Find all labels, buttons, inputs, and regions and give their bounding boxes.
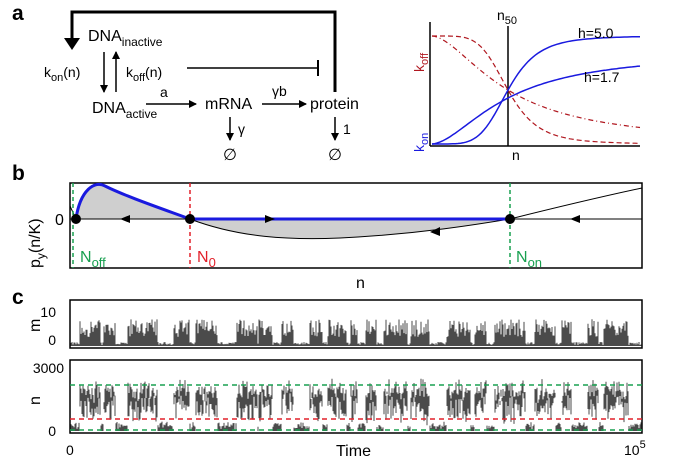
k-off-curve-h5 <box>432 35 640 144</box>
rate-gamma-b-label: γb <box>272 83 287 99</box>
panel-b-xlabel: n <box>356 275 365 292</box>
n-tick-0: 0 <box>48 423 56 439</box>
rate-gamma-label: γ <box>238 121 245 137</box>
panel-b-ylabel: py(n/K) <box>27 218 48 268</box>
panel-c: c 10 0 m 3000 0 n 0 105 Time <box>12 286 646 460</box>
fixed-point-off <box>71 214 81 224</box>
time-xlabel: Time <box>336 443 371 460</box>
k-on-curve-h17 <box>431 65 641 145</box>
k-off-axis-label: koff <box>411 52 431 72</box>
n-off-label: Noff <box>80 249 106 270</box>
mrna-plot-frame <box>69 299 643 349</box>
rate-a-label: a <box>160 84 168 100</box>
protein-trace <box>70 378 642 431</box>
panel-b: b 0 Noff N0 Non py(n/K) n <box>12 162 643 292</box>
rate-one-label: 1 <box>343 121 351 137</box>
k-on-label: kon(n) <box>44 64 80 84</box>
panel-b-frame <box>69 182 643 269</box>
k-on-axis-label: kon <box>411 133 431 152</box>
n-on-label: Non <box>516 249 542 270</box>
protein-null-symbol: ∅ <box>328 147 342 164</box>
n-zero-label: N0 <box>197 249 216 270</box>
k-off-label: koff(n) <box>126 64 162 84</box>
flow-arrow-left-2 <box>430 227 440 236</box>
n-tick-3000: 3000 <box>33 360 64 376</box>
region-negative-shade <box>190 219 510 239</box>
panel-c-letter: c <box>12 286 24 309</box>
feedback-activation-path <box>64 10 337 92</box>
deterministic-trajectory <box>74 183 510 221</box>
panel-b-zero-tick: 0 <box>55 212 64 229</box>
flow-arrow-left-1 <box>120 215 130 223</box>
h-high-label: h=5.0 <box>578 25 614 41</box>
protein-ylabel: n <box>27 396 44 405</box>
h-low-label: h=1.7 <box>584 69 620 85</box>
panel-a-letter: a <box>12 2 24 25</box>
flow-arrow-left-3 <box>570 215 580 223</box>
mrna-null-symbol: ∅ <box>223 147 237 164</box>
mrna-trace <box>70 319 642 346</box>
time-tick-end: 105 <box>624 439 646 458</box>
dna-inactive-label: DNAinactive <box>88 28 163 49</box>
fixed-point-on <box>505 214 515 224</box>
k-on-curve-h5 <box>432 35 640 145</box>
inset-x-label: n <box>512 147 520 163</box>
flow-arrow-right <box>265 215 275 223</box>
feedback-inhibition-path <box>187 60 319 76</box>
hill-function-inset: n50 h=5.0 h=1.7 n koff kon <box>411 7 641 163</box>
region-positive-shade <box>76 184 190 219</box>
panel-a: a DNAinactive kon(n) koff(n) DNAactive a… <box>12 2 641 164</box>
panel-b-letter: b <box>12 162 25 185</box>
fixed-point-zero <box>185 214 195 224</box>
mrna-label: mRNA <box>205 96 252 113</box>
mrna-ylabel: m <box>27 319 44 332</box>
dna-active-label: DNAactive <box>92 100 157 121</box>
protein-plot-frame <box>69 359 643 434</box>
m-tick-0: 0 <box>48 332 56 348</box>
n50-label: n50 <box>497 7 517 27</box>
time-tick-0: 0 <box>66 442 74 458</box>
protein-label: protein <box>310 96 359 113</box>
m-tick-10: 10 <box>40 304 56 320</box>
